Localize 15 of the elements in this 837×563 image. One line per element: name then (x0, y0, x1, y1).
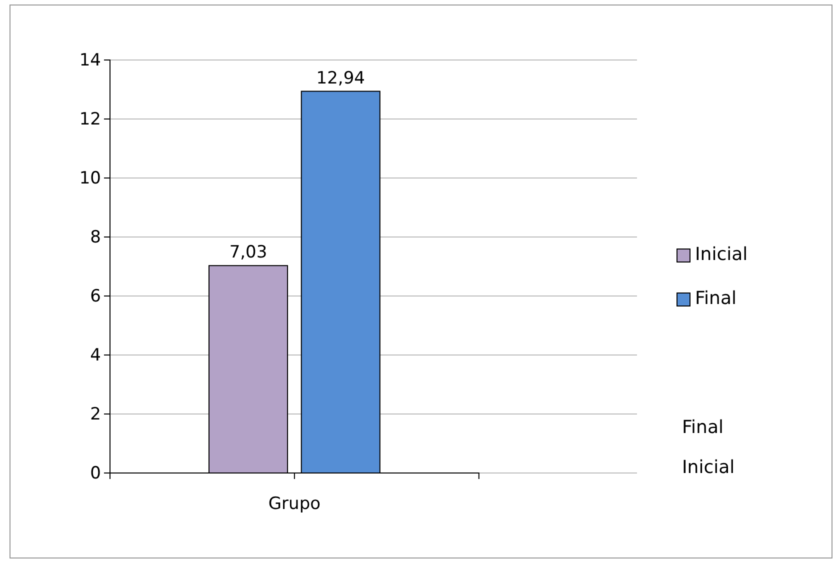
data-label: 12,94 (316, 68, 365, 88)
y-tick-label: 4 (90, 345, 101, 366)
y-tick-label: 8 (90, 227, 101, 248)
data-label: 7,03 (229, 242, 268, 263)
y-tick-label: 2 (90, 404, 101, 424)
x-tick-label: Grupo (268, 494, 321, 514)
y-tick-label: 6 (90, 286, 101, 306)
y-tick-label: 14 (79, 50, 101, 70)
y-tick-label: 12 (79, 109, 101, 130)
y-tick-label: 10 (79, 168, 101, 188)
legend-label: Final (695, 288, 736, 309)
text: Inicial (682, 457, 735, 478)
legend-label: Inicial (695, 244, 748, 265)
y-tick-label: 0 (90, 463, 101, 484)
text: Final (682, 417, 724, 438)
